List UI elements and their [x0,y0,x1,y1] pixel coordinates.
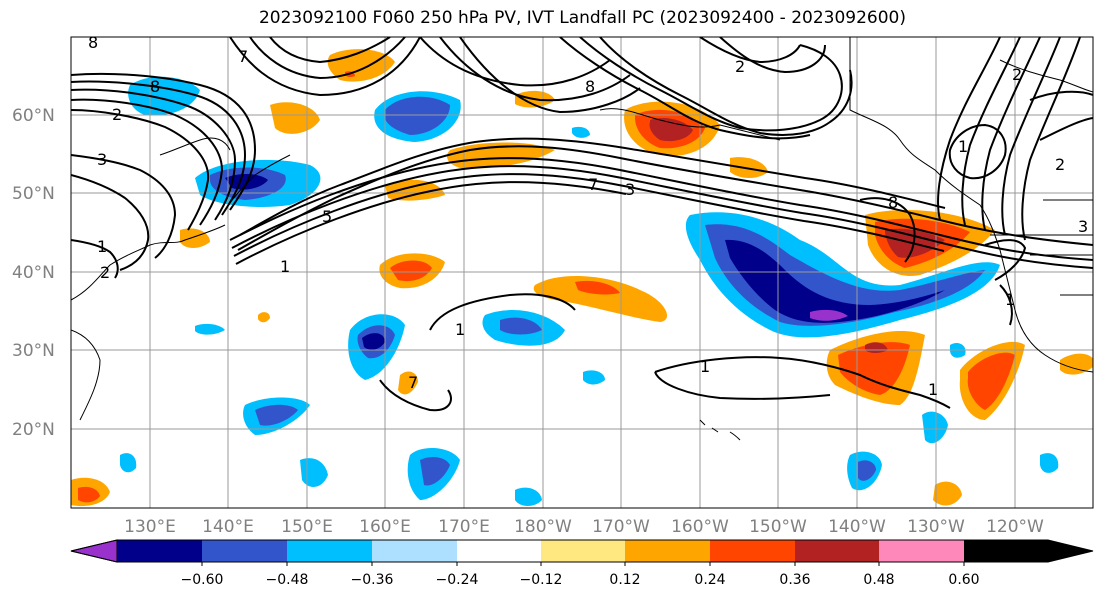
contour-label: 5 [322,207,332,226]
longitude-labels: 130°E 140°E 150°E 160°E 170°E 180°W 170°… [124,517,1044,537]
contour-label: 1 [928,380,938,399]
lat-label-50n: 50°N [12,184,55,204]
colorbar-tick-label: −0.36 [351,572,394,588]
colorbar-low-extension [70,539,118,563]
lon-label: 140°E [202,517,254,537]
contour-label: 8 [585,77,595,96]
colorbar-tick-label: −0.24 [436,572,479,588]
contour-label: 8 [888,193,898,212]
contour-label: 2 [100,263,110,282]
contour-label: 1 [958,137,968,156]
contour-labels: 8 7 2 3 1 2 8 5 1 1 1 7 8 2 3 7 1 2 8 2 … [88,33,1088,399]
lon-label: 160°E [359,517,411,537]
colorbar-segment [117,540,202,562]
lon-label: 160°W [671,517,729,537]
contour-label: 8 [150,77,160,96]
contour-label: 2 [735,57,745,76]
colorbar-segment [710,540,795,562]
colorbar-tick-label: −0.12 [520,572,563,588]
colorbar-segment [879,540,964,562]
contour-label: 2 [1012,65,1022,84]
coastlines [71,37,1093,441]
colorbar-segment [372,540,457,562]
colorbar-tick-label: −0.60 [181,572,224,588]
map-frame [70,36,1094,509]
contour-label: 2 [1055,155,1065,174]
lat-label-30n: 30°N [12,341,55,361]
lon-label: 140°W [828,517,886,537]
map-title: 2023092100 F060 250 hPa PV, IVT Landfall… [258,8,906,28]
contour-label: 8 [88,33,98,52]
contour-label: 7 [588,175,598,194]
colorbar-segment [625,540,710,562]
contour-label: 1 [97,237,107,256]
contour-label: 1 [280,257,290,276]
lon-label: 180°W [514,517,572,537]
contour-label: 7 [408,373,418,392]
colorbar-tick-label: 0.48 [863,572,894,588]
lon-label: 150°E [281,517,333,537]
contour-label: 2 [112,105,122,124]
contour-label: 1 [700,357,710,376]
colorbar-tick-label: 0.12 [609,572,640,588]
colorbar-segment [457,540,541,562]
colorbar: −0.60 −0.48 −0.36 −0.24 −0.12 0.12 0.24 … [70,539,1094,588]
contour-label: 3 [1078,217,1088,236]
lon-label: 150°W [749,517,807,537]
lon-label: 130°W [907,517,965,537]
latitude-labels: 60°N 50°N 40°N 30°N 20°N [12,106,55,440]
colorbar-high-extension [964,540,1093,562]
colorbar-segment [202,540,287,562]
colorbar-segment [795,540,879,562]
lon-label: 170°W [592,517,650,537]
colorbar-segment [287,540,372,562]
lon-label: 130°E [124,517,176,537]
contour-label: 3 [97,150,107,169]
colorbar-tick-label: 0.24 [694,572,725,588]
contour-label: 1 [455,320,465,339]
lat-label-40n: 40°N [12,263,55,283]
colorbar-tick-label: −0.48 [266,572,309,588]
lat-label-20n: 20°N [12,420,55,440]
lon-label: 120°W [986,517,1044,537]
lat-label-60n: 60°N [12,106,55,126]
contour-label: 3 [625,180,635,199]
colorbar-segment [541,540,625,562]
pv-contours [71,37,1093,412]
contour-label: 7 [238,47,248,66]
colorbar-tick-label: 0.36 [779,572,810,588]
contour-label: 1 [1005,290,1015,309]
lon-label: 170°E [438,517,490,537]
colorbar-tick-label: 0.60 [948,572,979,588]
